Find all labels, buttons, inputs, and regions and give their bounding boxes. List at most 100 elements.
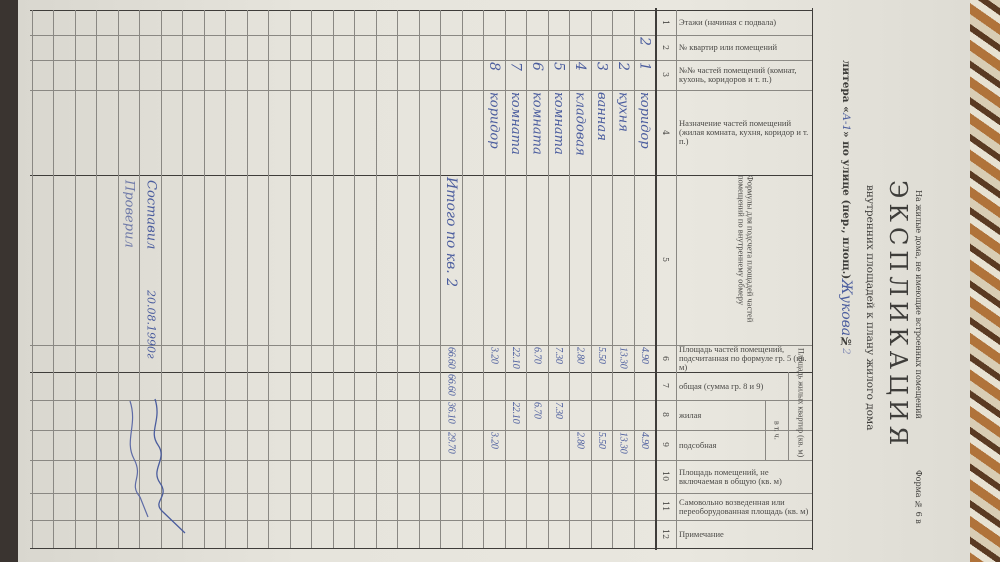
row-divider <box>117 10 119 548</box>
room-area: 2.80 <box>574 347 586 364</box>
auxiliary-area: 3.20 <box>488 432 500 449</box>
row-divider <box>332 10 334 548</box>
checked-by-label: Проверил <box>121 180 137 248</box>
part-number: 5 <box>550 62 567 71</box>
column-number-11: 11 <box>661 501 670 512</box>
group-header-living-area: Площадь жилых квартир (кв. м) <box>796 347 806 458</box>
living-area: 7.30 <box>552 402 564 419</box>
background-carpet <box>968 0 1000 562</box>
row-divider <box>160 10 162 548</box>
room-area: 4.90 <box>638 347 650 364</box>
row-divider <box>375 10 377 548</box>
row-divider <box>96 10 97 548</box>
row-divider <box>526 10 527 548</box>
room-area: 22.10 <box>509 347 521 369</box>
row-divider <box>289 10 291 548</box>
header-divider <box>788 372 789 460</box>
column-number-4: 4 <box>661 129 670 136</box>
number-value: 2 <box>840 348 852 356</box>
column-header-6: Площадь частей помещений, подсчитанная п… <box>679 345 807 372</box>
header-top-line <box>812 8 813 550</box>
total-auxiliary-area: 29.70 <box>445 432 457 454</box>
row-divider <box>139 10 140 548</box>
row-divider <box>182 10 183 548</box>
column-divider <box>30 520 812 521</box>
row-divider <box>268 10 269 548</box>
row-divider <box>203 10 205 548</box>
room-area: 7.30 <box>552 347 564 364</box>
part-number: 6 <box>528 62 545 71</box>
row-divider <box>31 10 33 548</box>
room-name: коридор <box>486 92 502 149</box>
column-number-6: 6 <box>661 355 670 362</box>
column-number-9: 9 <box>661 442 670 448</box>
column-header-1: Этажи (начиная с подвала) <box>679 17 777 27</box>
column-number-10: 10 <box>661 471 670 482</box>
part-number: 3 <box>593 62 610 71</box>
room-name: комната <box>529 92 545 155</box>
number-label: № <box>840 336 852 349</box>
part-number: 8 <box>485 62 502 71</box>
total-living-area: 36.10 <box>445 402 457 424</box>
column-divider <box>30 460 812 461</box>
column-divider <box>30 60 812 61</box>
column-divider <box>30 493 812 494</box>
document-page <box>18 0 970 562</box>
part-number: 4 <box>571 62 588 71</box>
row-divider <box>311 10 312 548</box>
room-area: 6.70 <box>531 347 543 364</box>
column-header-4: Назначение частей помещений (жилая комна… <box>679 118 809 146</box>
document-title: ЭКСПЛИКАЦИЯ <box>884 180 912 451</box>
row-divider <box>569 10 570 548</box>
auxiliary-area: 2.80 <box>574 432 586 449</box>
apartment-number: 2 <box>636 37 653 46</box>
street-value: Жукова <box>838 279 854 337</box>
row-divider <box>418 10 420 548</box>
room-name: кладовая <box>572 92 588 156</box>
auxiliary-area: 4.90 <box>638 432 650 449</box>
living-area: 6.70 <box>531 402 543 419</box>
column-divider <box>30 345 812 346</box>
column-number-7: 7 <box>661 383 670 389</box>
part-number: 7 <box>507 62 524 71</box>
column-number-12: 12 <box>661 528 670 540</box>
address-line: литера «А-1» по улице (пер., площ.)Жуков… <box>838 60 854 355</box>
column-divider <box>30 400 812 401</box>
row-divider <box>483 10 484 548</box>
column-header-8: жилая <box>679 409 702 420</box>
room-name: кухня <box>615 92 631 132</box>
column-number-3: 3 <box>661 72 670 78</box>
column-header-2: № квартир или помещений <box>679 42 778 52</box>
total-label: Итого по кв. 2 <box>442 177 459 288</box>
column-divider <box>30 430 812 431</box>
column-header-12: Примечание <box>679 528 724 539</box>
column-header-7: общая (сумма гр. 8 и 9) <box>679 380 764 391</box>
row-divider <box>440 10 441 548</box>
header-divider <box>676 10 677 548</box>
column-header-3: №№ частей помещений (комнат, кухонь, кор… <box>679 65 797 84</box>
room-name: ванная <box>593 92 609 141</box>
group-subheader: в т. ч. <box>772 420 782 440</box>
room-name: комната <box>507 92 523 155</box>
row-divider <box>547 10 549 548</box>
auxiliary-area: 5.50 <box>595 432 607 449</box>
row-divider <box>74 10 76 548</box>
column-header-5: Формулы для подсчета площадей частей пом… <box>736 175 756 323</box>
document-subtitle: внутренних площадей к плану жилого дома <box>864 185 876 431</box>
auxiliary-area: 13.30 <box>617 432 629 454</box>
row-divider <box>612 10 613 548</box>
column-header-10: Площадь помещений, не включаемая в общую… <box>679 466 782 486</box>
street-label: » по улице (пер., площ.) <box>840 130 852 280</box>
column-divider <box>30 90 812 91</box>
row-divider <box>397 10 398 548</box>
form-number: Форма № 6 в <box>914 470 923 524</box>
column-number-1: 1 <box>661 19 670 26</box>
signature-compiled <box>153 398 186 534</box>
litera-label: литера « <box>840 60 852 113</box>
row-divider <box>354 10 355 548</box>
row-divider <box>590 10 592 548</box>
litera-value: А-1 <box>840 112 852 131</box>
column-divider <box>30 548 812 549</box>
signature-checked <box>129 400 149 518</box>
column-header-9: подсобная <box>679 439 717 450</box>
